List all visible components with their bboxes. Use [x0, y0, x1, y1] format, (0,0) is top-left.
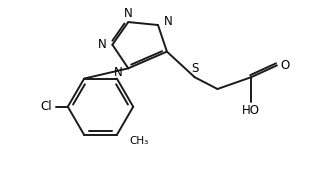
Text: N: N [124, 7, 133, 20]
Text: CH₃: CH₃ [130, 136, 149, 146]
Text: O: O [280, 59, 290, 72]
Text: HO: HO [242, 104, 260, 117]
Text: N: N [164, 14, 172, 28]
Text: S: S [191, 62, 198, 75]
Text: Cl: Cl [40, 100, 52, 113]
Text: N: N [114, 66, 123, 79]
Text: N: N [98, 38, 107, 51]
